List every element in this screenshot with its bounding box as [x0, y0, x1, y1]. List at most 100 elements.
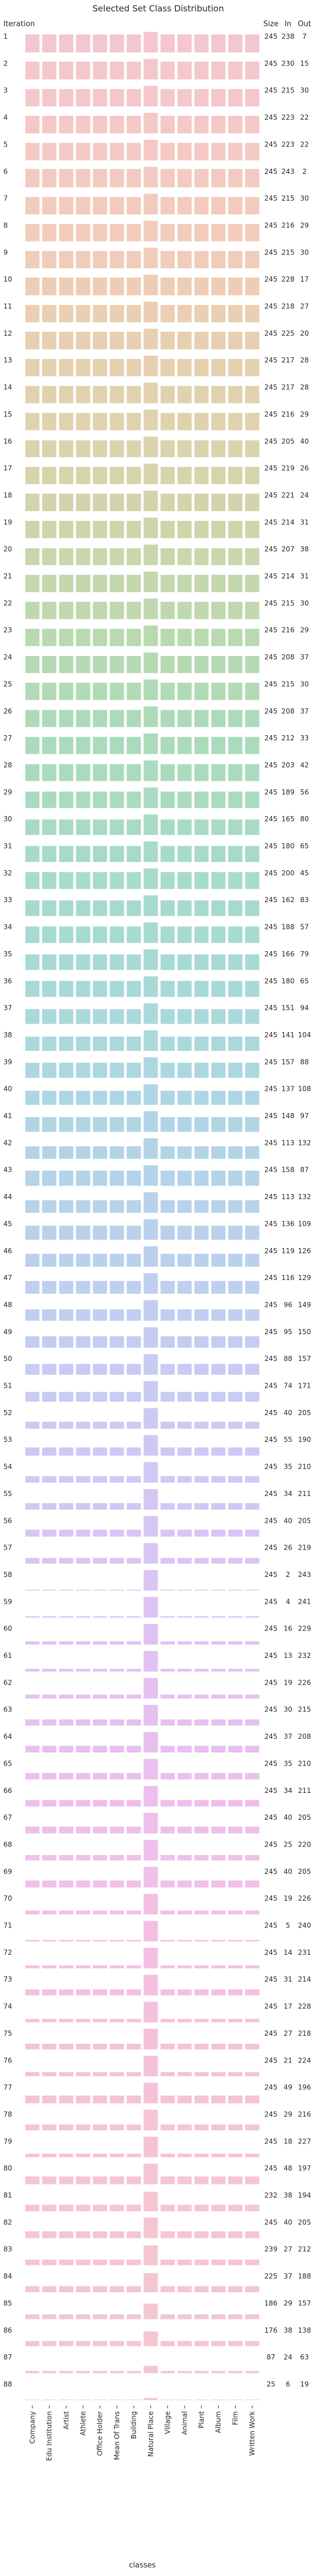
bar [160, 305, 175, 323]
bar [194, 440, 209, 458]
row-size: 245 [265, 221, 278, 229]
bar [59, 1773, 73, 1780]
bar [126, 656, 141, 674]
bar [143, 598, 158, 619]
bar [109, 1421, 124, 1429]
row-size: 186 [265, 2299, 278, 2307]
bar [143, 1435, 158, 1456]
bar [25, 954, 40, 970]
row-in: 5 [286, 1922, 290, 1930]
bar [126, 1773, 141, 1780]
bar [109, 1773, 124, 1780]
bar [93, 224, 108, 242]
bar [93, 386, 108, 403]
bar [177, 1062, 192, 1078]
row-in: 113 [282, 1193, 295, 1201]
bar [245, 2314, 260, 2320]
bar [42, 1200, 57, 1213]
bar [93, 2072, 108, 2077]
bar [109, 2019, 124, 2023]
bar [109, 1854, 124, 1861]
bar [228, 819, 242, 835]
bar [93, 1965, 108, 1968]
bar [109, 1336, 124, 1348]
x-tick-label: Village [164, 2411, 172, 2434]
bar [228, 358, 242, 377]
bar [143, 1489, 158, 1510]
bar [177, 1558, 192, 1564]
bar [211, 954, 226, 970]
iteration-label: 20 [3, 545, 12, 553]
iteration-label: 38 [3, 1031, 12, 1039]
bar [143, 2163, 158, 2184]
bar [177, 224, 192, 242]
bar [228, 1719, 242, 1726]
bar [160, 1719, 175, 1726]
bar [245, 1171, 260, 1186]
bar [42, 1826, 57, 1834]
bar [93, 2286, 108, 2293]
bar [93, 1036, 108, 1051]
bar [25, 1309, 40, 1321]
bar [177, 1746, 192, 1753]
bar [160, 1309, 175, 1321]
bar [109, 358, 124, 377]
bar [126, 1854, 141, 1861]
bar [228, 1589, 242, 1591]
bar [59, 1965, 73, 1968]
bar [25, 305, 40, 323]
bar [42, 1854, 57, 1861]
bar [245, 1558, 260, 1564]
bar [93, 305, 108, 323]
bar [177, 2286, 192, 2293]
bar [59, 819, 73, 835]
bar [228, 1090, 242, 1105]
iteration-row: 83 239 27 212 [3, 2245, 311, 2265]
iteration-label: 12 [3, 329, 12, 337]
bar [109, 791, 124, 808]
iteration-row: 14 245 217 28 [3, 382, 309, 403]
bar [42, 494, 57, 511]
bar [245, 683, 260, 700]
bar [194, 1309, 209, 1321]
bar [76, 1171, 90, 1186]
bar [160, 1589, 175, 1591]
bar [25, 1146, 40, 1159]
bar [42, 1719, 57, 1726]
iteration-row: 84 225 37 188 [3, 2272, 311, 2293]
bar [42, 2259, 57, 2265]
bar [143, 733, 158, 755]
bar [211, 737, 226, 755]
bar [143, 1273, 158, 1294]
bar [177, 1421, 192, 1429]
bar [109, 2371, 124, 2374]
iteration-label: 50 [3, 1355, 12, 1363]
bar [194, 1558, 209, 1564]
bar [59, 2095, 73, 2104]
bar [126, 1392, 141, 1402]
bar [228, 656, 242, 674]
bar [177, 629, 192, 646]
bar [211, 1989, 226, 1996]
bar [126, 981, 141, 997]
bar [25, 2124, 40, 2130]
bar [76, 1062, 90, 1078]
bar [211, 1476, 226, 1483]
iteration-label: 25 [3, 680, 12, 688]
bar [59, 1939, 73, 1942]
bar [228, 1309, 242, 1321]
row-in: 13 [283, 1652, 292, 1660]
bar [211, 1773, 226, 1780]
bar [42, 2314, 57, 2320]
bar [143, 949, 158, 970]
bar [109, 1965, 124, 1968]
bar [109, 1036, 124, 1051]
row-out: 88 [300, 1058, 308, 1066]
row-in: 95 [283, 1328, 292, 1336]
bar [59, 710, 73, 727]
row-size: 245 [265, 1193, 278, 1201]
row-size: 245 [265, 950, 278, 958]
bar [42, 1309, 57, 1321]
bar [59, 1392, 73, 1402]
row-out: 29 [300, 410, 308, 418]
